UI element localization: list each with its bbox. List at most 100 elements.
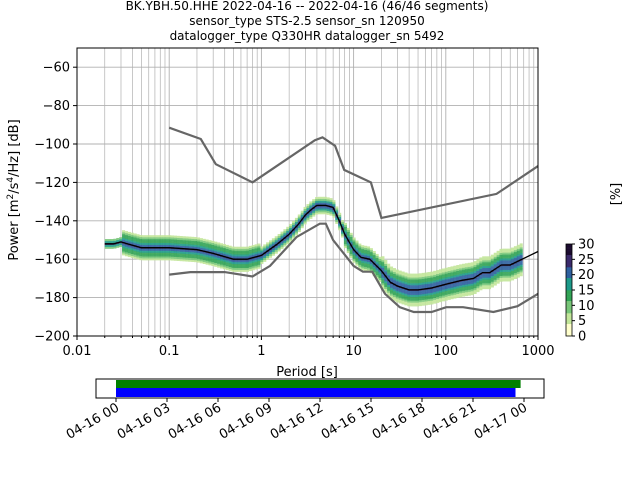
- density-cell: [142, 248, 146, 251]
- density-cell: [464, 288, 468, 291]
- density-cell: [381, 269, 385, 272]
- density-cell: [433, 282, 437, 285]
- density-cell: [444, 288, 448, 291]
- density-cell: [153, 254, 157, 257]
- density-cell: [338, 214, 342, 217]
- density-cell: [433, 295, 437, 298]
- density-cell: [150, 248, 154, 251]
- density-cell: [202, 256, 206, 259]
- density-cell: [254, 246, 258, 249]
- density-cell: [124, 231, 129, 234]
- y-tick-label: −100: [34, 138, 70, 153]
- density-cell: [303, 212, 307, 215]
- density-cell: [248, 261, 252, 264]
- density-cell: [459, 295, 463, 298]
- density-cell: [179, 251, 183, 254]
- density-cell: [133, 233, 137, 236]
- density-cell: [208, 247, 212, 250]
- density-cell: [315, 210, 319, 213]
- x-tick-label: 10: [345, 344, 362, 359]
- density-cell: [375, 261, 379, 264]
- density-cell: [147, 235, 152, 238]
- density-cell: [237, 264, 241, 267]
- density-cell: [153, 242, 157, 245]
- density-cell: [156, 237, 160, 240]
- density-cell: [387, 263, 391, 266]
- density-cell: [358, 245, 362, 248]
- density-cell: [482, 256, 486, 259]
- density-cell: [369, 257, 373, 260]
- density-cell: [372, 256, 376, 259]
- density-cell: [251, 247, 255, 250]
- density-cell: [343, 236, 347, 239]
- density-cell: [240, 264, 244, 267]
- density-cell: [257, 260, 261, 263]
- density-cell: [231, 254, 235, 257]
- density-cell: [156, 252, 160, 255]
- density-cell: [519, 264, 523, 267]
- density-cell: [237, 248, 241, 251]
- colorbar-segment: [566, 296, 572, 298]
- density-cell: [248, 253, 252, 256]
- density-cell: [430, 294, 434, 297]
- density-cell: [401, 292, 405, 295]
- density-cell: [453, 290, 457, 293]
- density-cell: [243, 256, 247, 259]
- density-cell: [384, 283, 388, 286]
- time-tick-label: 04-16 06: [166, 400, 224, 442]
- density-cell: [433, 270, 437, 273]
- density-cell: [392, 287, 396, 290]
- colorbar-segment: [566, 254, 572, 257]
- density-cell: [231, 261, 235, 265]
- density-cell: [145, 235, 149, 238]
- density-cell: [185, 240, 189, 243]
- density-cell: [188, 236, 192, 239]
- density-cell: [240, 269, 244, 272]
- colorbar-segment: [566, 277, 572, 280]
- density-cell: [205, 239, 209, 242]
- density-cell: [502, 252, 506, 255]
- density-cell: [387, 265, 391, 268]
- density-cell: [499, 273, 503, 276]
- density-cell: [231, 269, 235, 272]
- density-cell: [194, 254, 198, 257]
- density-cell: [384, 290, 388, 293]
- density-cell: [211, 254, 215, 257]
- density-cell: [355, 257, 359, 260]
- density-cell: [453, 288, 457, 291]
- density-cell: [470, 285, 474, 288]
- density-cell: [205, 254, 209, 257]
- density-cell: [499, 252, 503, 255]
- density-cell: [122, 234, 126, 237]
- colorbar-segment: [566, 283, 572, 286]
- density-cell: [349, 242, 353, 245]
- density-cell: [513, 276, 517, 280]
- density-cell: [516, 244, 520, 247]
- density-cell: [222, 263, 226, 266]
- colorbar-tick-label: 10: [578, 299, 595, 314]
- density-cell: [421, 297, 425, 300]
- density-cell: [358, 247, 362, 250]
- density-cell: [145, 258, 149, 261]
- density-cell: [410, 285, 414, 288]
- density-cell: [127, 233, 131, 236]
- density-cell: [266, 246, 270, 249]
- density-cell: [384, 273, 388, 276]
- density-cell: [473, 288, 477, 291]
- density-cell: [473, 280, 477, 283]
- density-cell: [505, 258, 509, 261]
- density-cell: [150, 256, 154, 259]
- density-cell: [214, 241, 218, 244]
- density-cell: [444, 285, 448, 288]
- density-cell: [372, 264, 376, 267]
- density-cell: [401, 284, 405, 288]
- density-cell: [179, 245, 183, 248]
- density-cell: [361, 268, 365, 271]
- density-cell: [389, 293, 394, 296]
- density-cell: [516, 265, 520, 269]
- density-cell: [113, 238, 117, 241]
- density-cell: [490, 268, 494, 271]
- density-cell: [251, 260, 255, 263]
- density-cell: [513, 255, 517, 258]
